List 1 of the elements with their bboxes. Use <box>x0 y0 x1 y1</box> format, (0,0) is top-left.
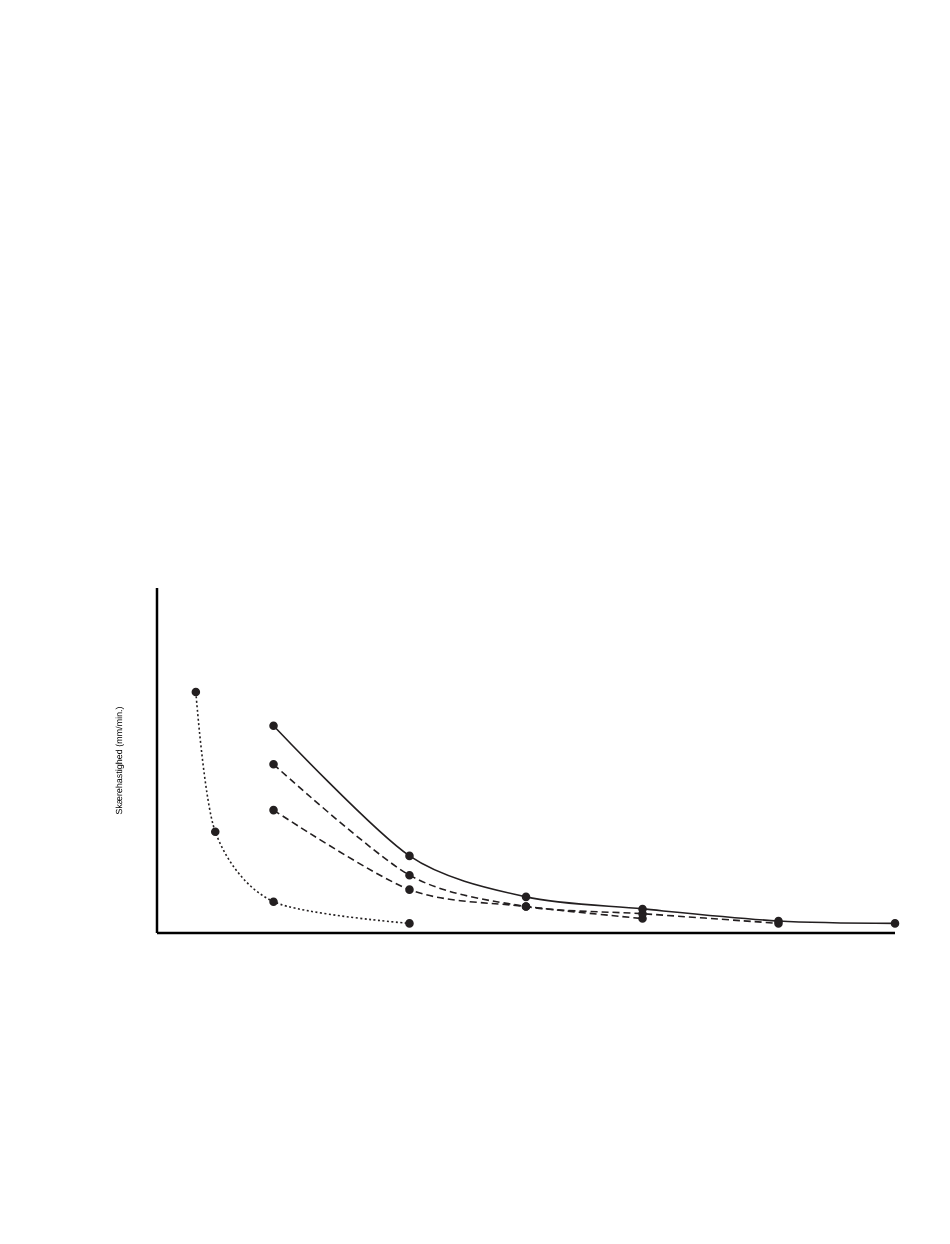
y-axis-title: Skærehastighed (mm/min.) <box>115 707 124 815</box>
